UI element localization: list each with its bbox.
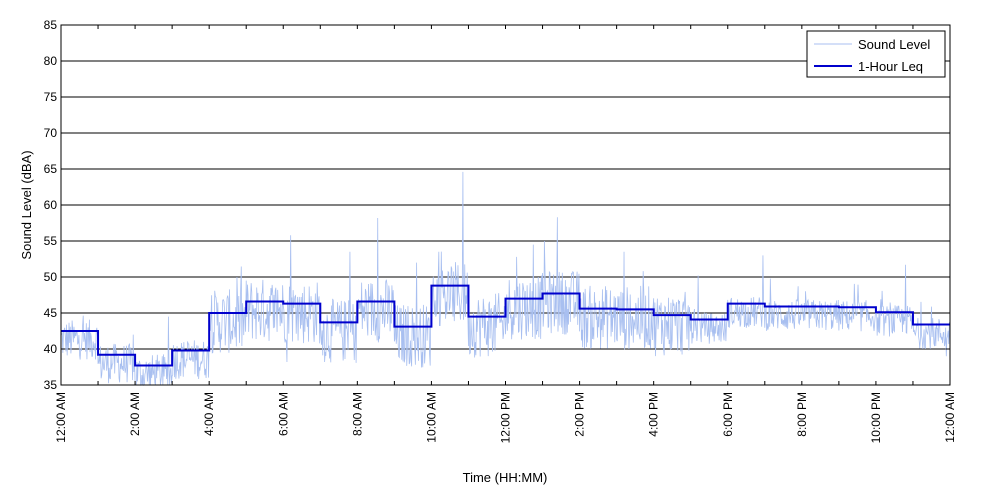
x-tick-label: 2:00 PM [573,392,587,437]
x-axis: 12:00 AM 2:00 AM 4:00 AM 6:00 AM 8:00 AM 10:0… [54,25,957,443]
x-tick-label: 6:00 AM [276,392,290,436]
y-tick-label: 35 [44,378,58,392]
leq-series [61,284,950,367]
x-tick-label: 4:00 AM [202,392,216,436]
x-tick-label: 12:00 PM [499,392,513,443]
y-tick-label: 70 [44,126,58,140]
x-tick-label: 12:00 AM [943,392,957,443]
y-tick-label: 75 [44,90,58,104]
legend-label-leq: 1-Hour Leq [858,59,923,74]
legend: Sound Level 1-Hour Leq [806,30,946,78]
legend-label-sound-level: Sound Level [858,37,930,52]
leq-step-line [61,284,950,367]
y-tick-label: 80 [44,54,58,68]
x-tick-label: 6:00 PM [721,392,735,437]
y-tick-label: 60 [44,198,58,212]
y-tick-label: 45 [44,306,58,320]
x-tick-label: 8:00 PM [795,392,809,437]
x-tick-label: 4:00 PM [647,392,661,437]
y-axis: 35 40 45 50 55 60 65 70 75 80 85 [44,18,950,392]
y-tick-label: 65 [44,162,58,176]
legend-box [806,30,946,78]
y-tick-label: 55 [44,234,58,248]
x-tick-label: 8:00 AM [350,392,364,436]
x-tick-label: 10:00 AM [424,392,438,443]
x-axis-label: Time (HH:MM) [463,470,548,485]
y-tick-label: 85 [44,18,58,32]
x-tick-label: 2:00 AM [128,392,142,436]
y-tick-label: 40 [44,342,58,356]
x-tick-label: 10:00 PM [869,392,883,443]
y-tick-label: 50 [44,270,58,284]
y-axis-label: Sound Level (dBA) [19,150,34,259]
x-tick-label: 12:00 AM [54,392,68,443]
